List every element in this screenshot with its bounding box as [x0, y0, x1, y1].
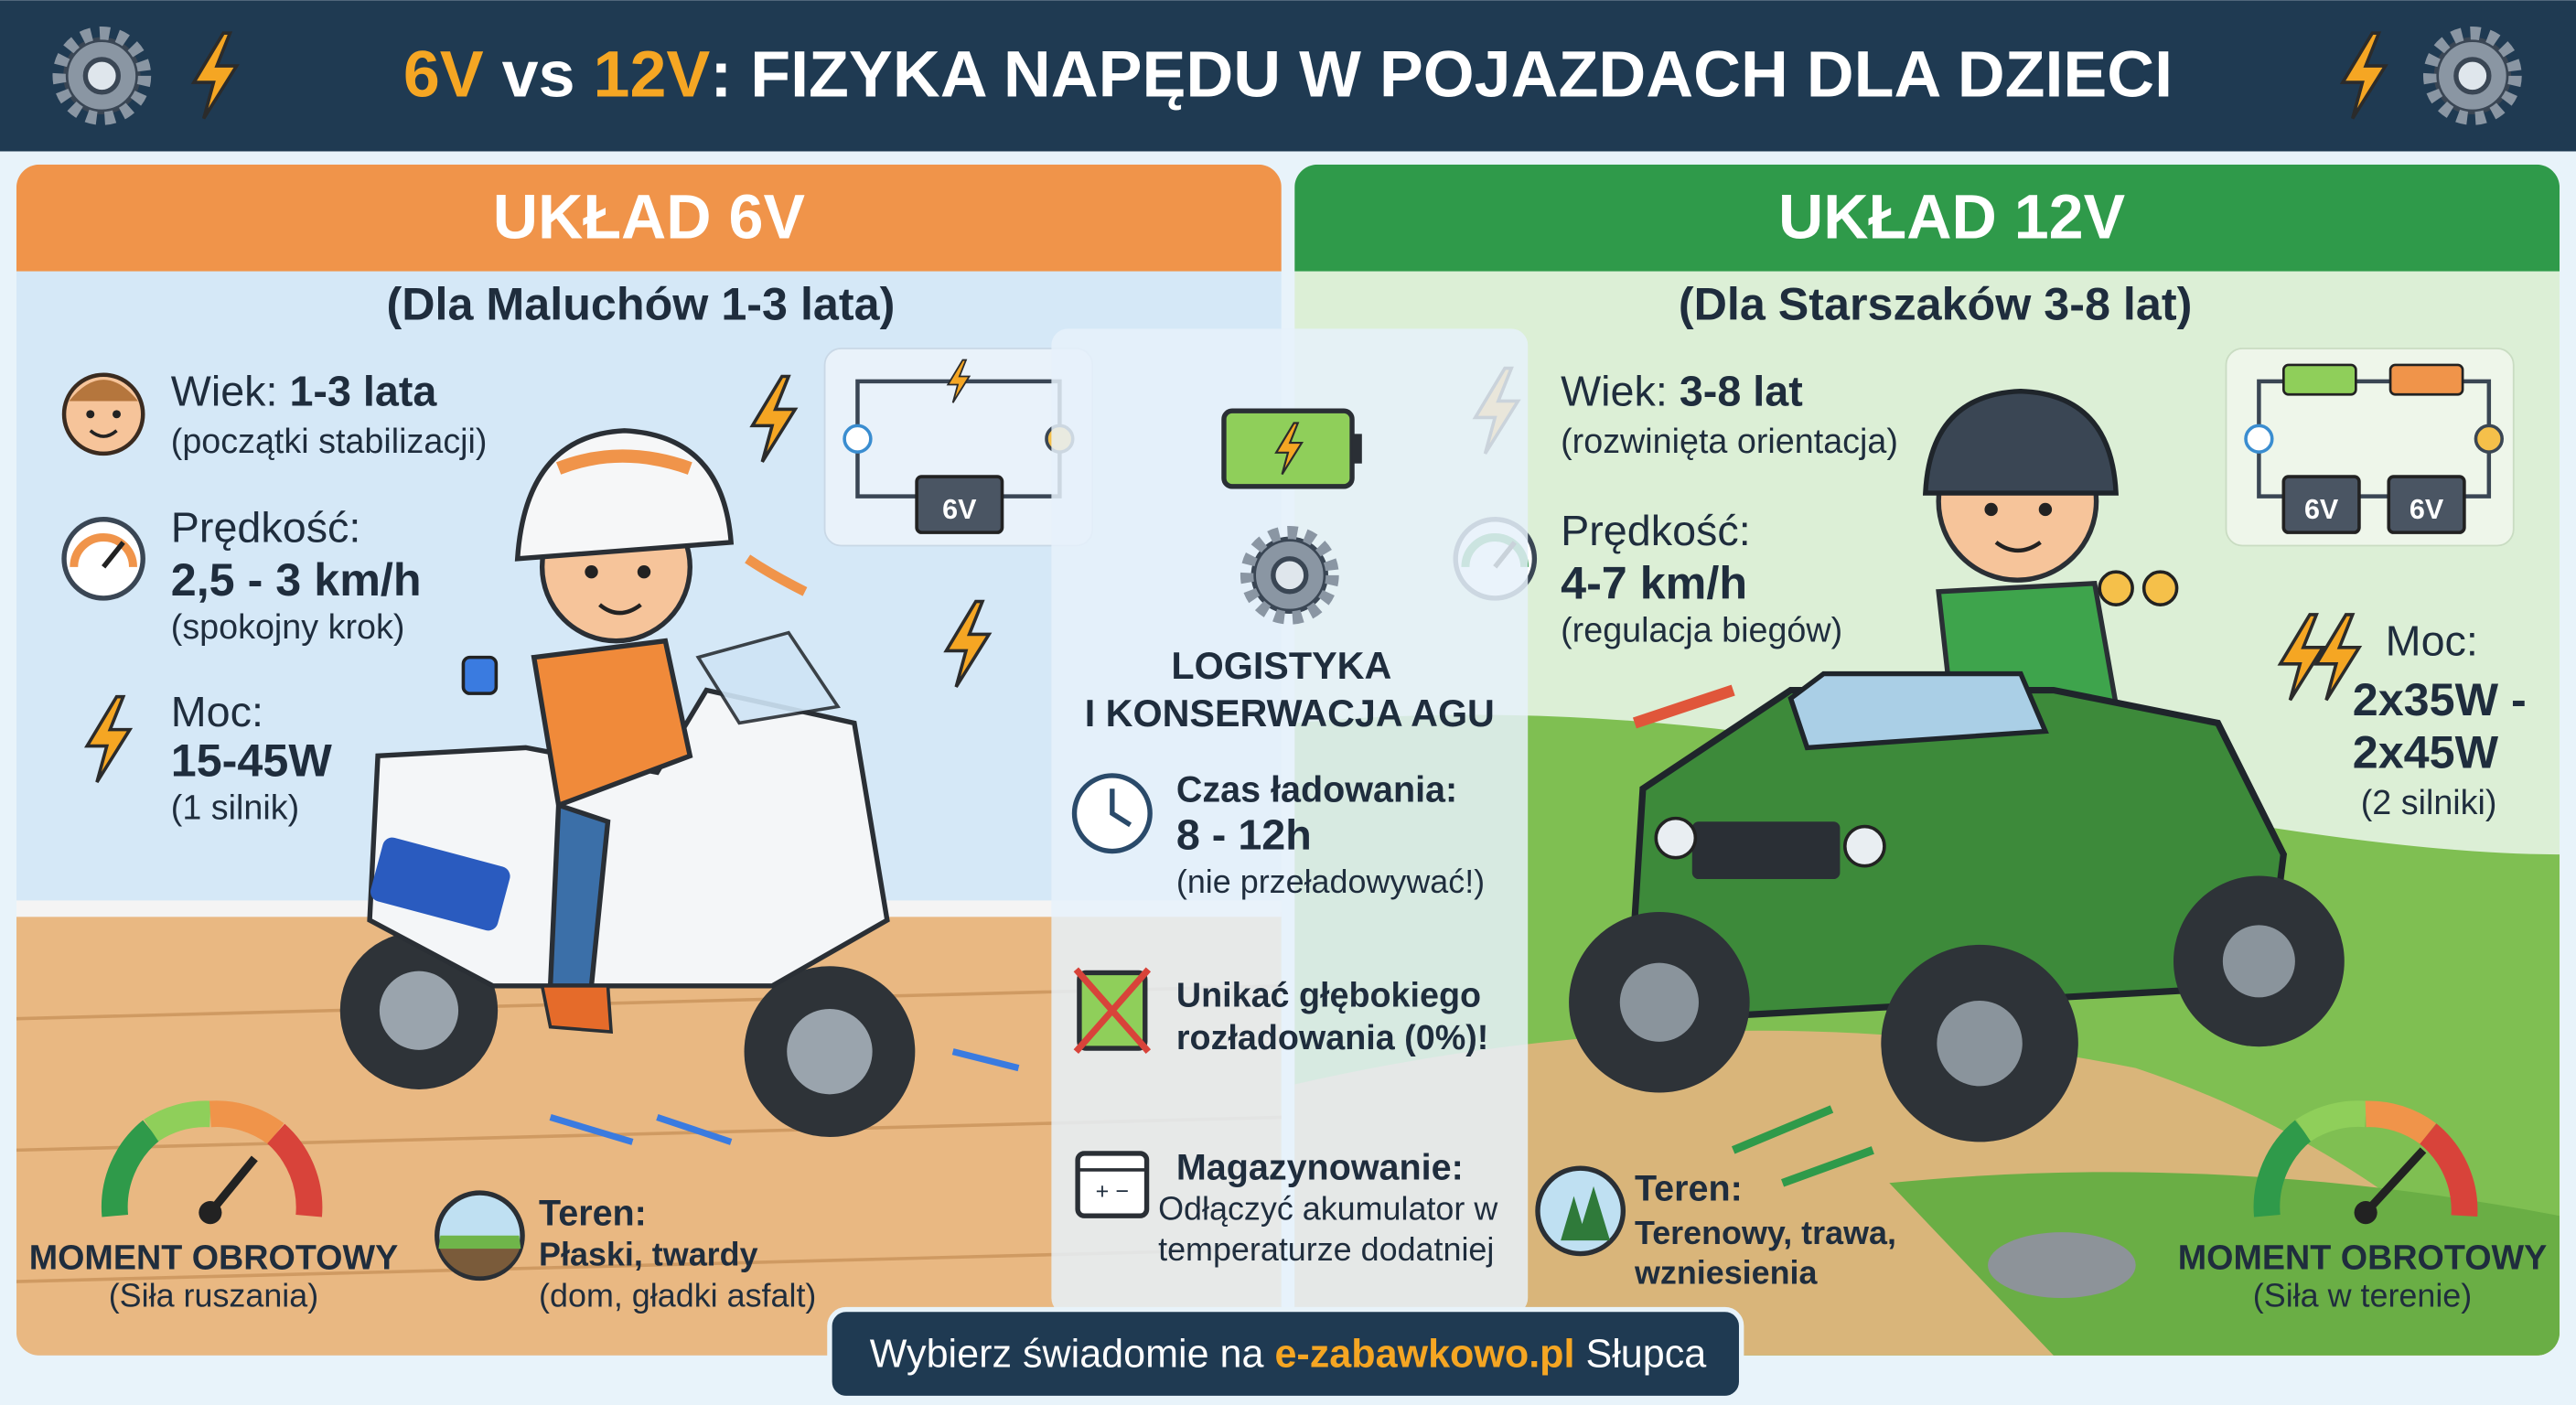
age-label: Wiek:	[171, 368, 290, 415]
center-title: LOGISTYKA	[1171, 645, 1391, 687]
battery-label: 6V	[2304, 494, 2339, 525]
power-value: 2x45W	[2353, 726, 2499, 778]
charging-label: Czas ładowania:	[1176, 769, 1457, 810]
terrain-icon	[1535, 1165, 1626, 1257]
charging-note: (nie przeładowywać!)	[1176, 863, 1485, 900]
footer-text: Wybierz świadomie na e-zabawkowo.pl Słup…	[870, 1333, 1707, 1377]
jeep-illustration	[1569, 388, 2345, 1299]
age-note: (początki stabilizacji)	[171, 422, 488, 460]
battery-icon	[1221, 408, 1362, 489]
speed-icon	[61, 517, 145, 601]
left-age: Wiek: 1-3 lata	[171, 368, 438, 415]
left-title: UKŁAD 6V	[493, 183, 806, 252]
terrain-value: Terenowy, trawa,	[1635, 1214, 1896, 1251]
torque-gauge	[101, 1100, 323, 1225]
terrain-value: Płaski, twardy	[539, 1236, 758, 1273]
speed-label: Prędkość:	[171, 504, 361, 552]
power-note: (1 silnik)	[171, 788, 299, 827]
torque-note: (Siła w terenie)	[2253, 1277, 2472, 1314]
torque-label: MOMENT OBROTOWY	[29, 1239, 399, 1277]
storage-icon-sign: + −	[1096, 1179, 1129, 1205]
footer: Wybierz świadomie na e-zabawkowo.pl Słup…	[827, 1306, 1744, 1401]
battery-label: 6V	[2410, 494, 2444, 525]
storage-label: Magazynowanie:	[1176, 1147, 1464, 1187]
power-value: 15-45W	[171, 735, 333, 787]
terrain-icon	[435, 1190, 525, 1282]
charging-value: 8 - 12h	[1176, 810, 1312, 858]
footer-part: Słupca	[1574, 1333, 1706, 1377]
power-value: 2x35W -	[2353, 673, 2527, 725]
footer-link: e-zabawkowo.pl	[1274, 1333, 1574, 1377]
age-label: Wiek:	[1561, 368, 1680, 415]
torque-label: MOMENT OBROTOWY	[2178, 1239, 2548, 1277]
speed-note: (spokojny krok)	[171, 607, 405, 646]
age-value: 3-8 lat	[1680, 368, 1803, 415]
terrain-note: (dom, gładki asfalt)	[539, 1277, 816, 1314]
terrain-label: Teren:	[539, 1194, 647, 1234]
power-label: Moc:	[2386, 617, 2478, 665]
terrain-label: Teren:	[1635, 1169, 1743, 1209]
storage-icon: + −	[1075, 1151, 1150, 1218]
header: 6V vs 12V: FIZYKA NAPĘDU W POJAZDACH DLA…	[0, 0, 2576, 152]
title-6v: 6V	[403, 38, 484, 111]
age-note: (rozwinięta orientacja)	[1561, 422, 1898, 460]
torque-gauge	[2253, 1100, 2478, 1225]
torque-note: (Siła ruszania)	[109, 1277, 318, 1314]
center-title: I KONSERWACJA AGU	[1085, 692, 1495, 735]
discharge-text: Unikać głębokiego	[1176, 975, 1481, 1014]
title-main: : FIZYKA NAPĘDU W POJAZDACH DLA DZIECI	[710, 38, 2173, 111]
right-age: Wiek: 3-8 lat	[1561, 368, 1803, 415]
right-title: UKŁAD 12V	[1778, 183, 2126, 252]
title-vs: vs	[484, 38, 594, 111]
speed-value: 2,5 - 3 km/h	[171, 553, 422, 606]
storage-text: temperaturze dodatniej	[1158, 1230, 1494, 1268]
title-12v: 12V	[594, 38, 711, 111]
storage-text: Odłączyć akumulator w	[1158, 1189, 1498, 1227]
right-subtitle: (Dla Starszaków 3-8 lat)	[1679, 277, 2193, 329]
terrain-value: wzniesienia	[1634, 1253, 1819, 1291]
power-label: Moc:	[171, 688, 263, 735]
speed-label: Prędkość:	[1561, 507, 1751, 554]
empty-battery-icon	[1073, 967, 1152, 1055]
power-note: (2 silniki)	[2361, 783, 2497, 821]
motorcycle-illustration	[339, 428, 1020, 1145]
center-column: LOGISTYKA I KONSERWACJA AGU Czas ładowan…	[1051, 328, 1529, 1314]
footer-part: Wybierz świadomie na	[870, 1333, 1275, 1377]
left-subtitle: (Dla Maluchów 1-3 lata)	[386, 277, 895, 329]
age-icon	[61, 372, 145, 456]
speed-value: 4-7 km/h	[1561, 557, 1747, 609]
age-value: 1-3 lata	[289, 368, 437, 415]
clock-icon	[1071, 773, 1153, 854]
page-title: 6V vs 12V: FIZYKA NAPĘDU W POJAZDACH DLA…	[403, 38, 2173, 111]
battery-label: 6V	[942, 494, 977, 525]
discharge-text: rozładowania (0%)!	[1176, 1018, 1488, 1056]
circuit-card	[2225, 348, 2515, 547]
speed-note: (regulacja biegów)	[1561, 611, 1842, 649]
